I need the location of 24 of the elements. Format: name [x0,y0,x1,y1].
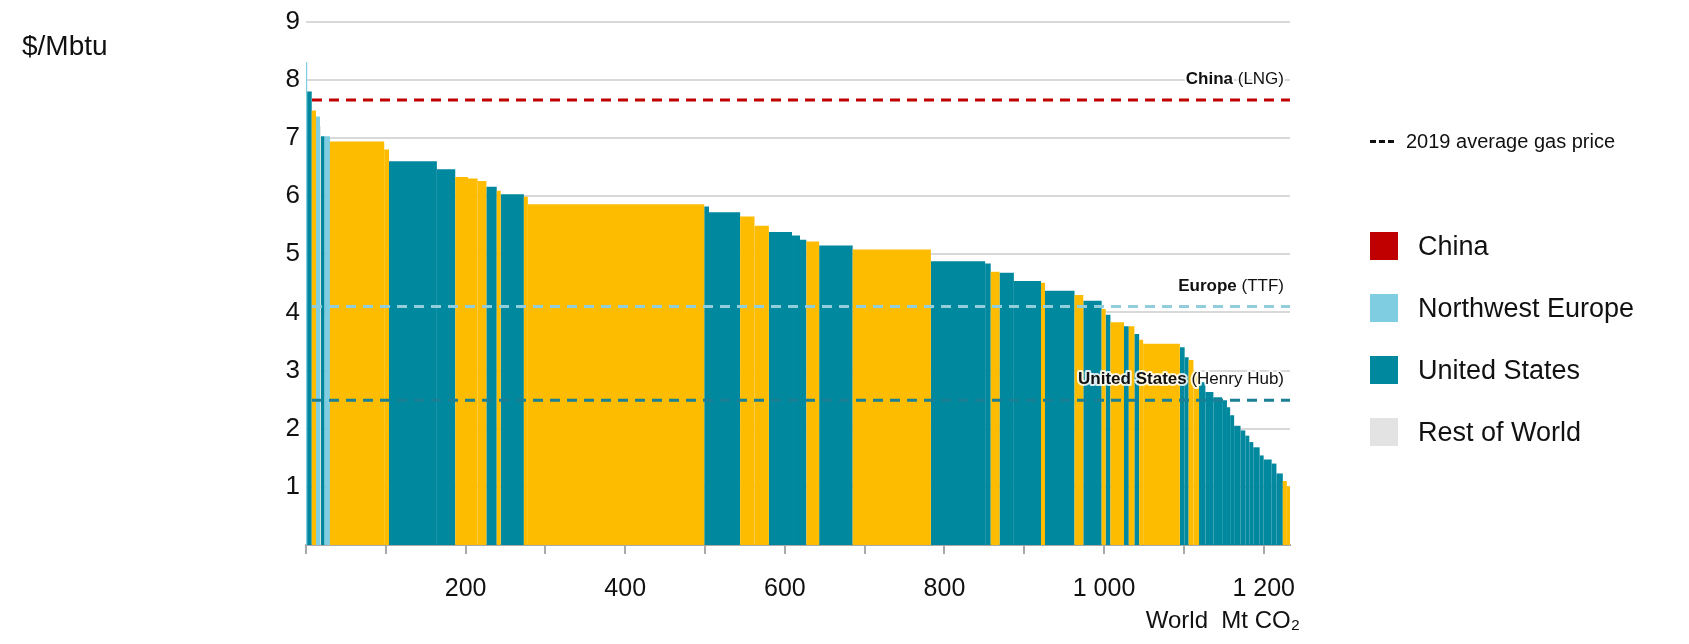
x-axis-title: World Mt CO₂ [1145,606,1300,633]
text: $/Mbtu [22,30,108,61]
x-tick-label: 600 [763,572,806,601]
legend-label: Northwest Europe [1418,292,1635,324]
x-tick-label: 400 [604,572,647,601]
y-tick-label: 6 [285,179,300,210]
legend-label: Rest of World [1418,416,1582,448]
y-tick-label: 8 [285,62,300,93]
x-tick-label: 800 [923,572,966,601]
text: China [1418,230,1489,262]
x-tick-label: 1 000 [1072,572,1136,601]
y-tick-label: 4 [285,295,300,326]
x-tick-label: 200 [444,572,487,601]
legend-title: 2019 average gas price [1406,130,1616,153]
y-tick-label: 7 [285,121,300,152]
legend-label: United States [1418,354,1581,386]
y-tick-label: 9 [285,4,300,35]
y-tick-label: 3 [285,353,300,384]
y-tick-label: 1 [285,470,300,501]
x-tick-label: 1 200 [1232,572,1295,601]
y-tick-label: 5 [285,237,300,268]
y-tick-label: 2 [285,411,300,442]
ref-line-label: Europe (TTF) [1178,275,1285,295]
ref-line-label: China (LNG) [1185,69,1284,89]
